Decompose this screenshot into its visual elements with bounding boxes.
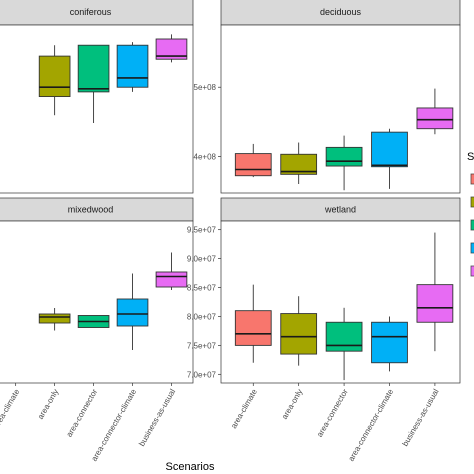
box-area-only	[280, 296, 318, 366]
y-tick-label: 5e+08	[194, 83, 217, 92]
box-iqr	[371, 131, 408, 168]
panel-title-deciduous: deciduous	[320, 7, 362, 17]
box-area-connector-climate	[371, 128, 408, 189]
box-iqr	[38, 55, 71, 98]
strip-background-coniferous	[0, 0, 194, 26]
box-iqr	[155, 38, 188, 60]
legend-swatch-area-connector	[470, 219, 474, 231]
legend-swatch-area-climate	[470, 173, 474, 185]
box-area-climate	[234, 284, 272, 363]
box-area-only	[38, 45, 71, 116]
legend-title: S	[467, 151, 474, 163]
x-axis-title: Scenarios	[166, 461, 215, 473]
y-tick-label: 9.5e+07	[187, 226, 217, 235]
plot-area-mixedwood	[0, 220, 194, 384]
box-area-connector	[77, 315, 110, 328]
boxes-mixedwood	[38, 252, 188, 350]
boxes-wetland	[234, 232, 454, 381]
box-area-connector	[325, 135, 363, 191]
box-iqr	[416, 284, 454, 323]
box-iqr	[325, 146, 363, 167]
strip-background-deciduous	[220, 0, 461, 26]
box-iqr	[371, 321, 408, 364]
y-tick-label: 7.0e+07	[187, 370, 217, 379]
box-area-connector	[325, 307, 363, 381]
box-iqr	[116, 298, 149, 327]
y-tick-label: 7.5e+07	[187, 341, 217, 350]
box-area-connector-climate	[116, 42, 149, 92]
box-iqr	[234, 310, 272, 346]
boxes-deciduous	[234, 88, 454, 191]
box-iqr	[416, 107, 454, 130]
box-iqr	[325, 321, 363, 352]
box-area-connector-climate	[116, 273, 149, 350]
legend-swatch-area-only	[470, 196, 474, 208]
panel-deciduous: deciduous 4e+08 5e+08	[194, 0, 461, 194]
box-iqr	[116, 44, 149, 88]
panel-title-coniferous: coniferous	[70, 7, 112, 17]
box-iqr	[280, 153, 318, 175]
box-iqr	[38, 313, 71, 324]
box-iqr	[155, 271, 188, 288]
y-tick-label: 9.0e+07	[187, 255, 217, 264]
y-axis-wetland: 7.0e+07 7.5e+07 8.0e+07 8.5e+07 9.0e+07 9.5e+…	[187, 226, 221, 379]
panel-coniferous: coniferous	[0, 0, 194, 194]
box-area-connector-climate	[371, 316, 408, 372]
panel-title-mixedwood: mixedwood	[68, 205, 114, 215]
box-area-only	[38, 308, 71, 331]
y-tick-label: 8.5e+07	[187, 284, 217, 293]
box-business-as-usual	[155, 34, 188, 63]
panel-title-wetland: wetland	[324, 205, 356, 215]
y-axis-deciduous: 4e+08 5e+08	[194, 83, 221, 161]
y-tick-label: 4e+08	[194, 152, 217, 161]
box-iqr	[77, 44, 110, 93]
box-business-as-usual	[416, 232, 454, 352]
legend-swatch-business-as-usual	[470, 265, 474, 277]
legend: S	[467, 151, 474, 277]
box-iqr	[234, 153, 272, 177]
box-business-as-usual	[155, 252, 188, 290]
boxes-coniferous	[38, 34, 188, 123]
box-area-only	[280, 142, 318, 185]
box-business-as-usual	[416, 88, 454, 135]
box-iqr	[280, 313, 318, 355]
legend-swatch-area-connector-climate	[470, 242, 474, 254]
box-area-climate	[234, 143, 272, 178]
legend-keys	[470, 173, 474, 277]
panel-wetland: wetland 7.0e+07 7.5e+07 8.0e+07 8.5e+07 9.0e…	[187, 197, 461, 384]
y-tick-label: 8.0e+07	[187, 312, 217, 321]
box-area-connector	[77, 44, 110, 123]
panel-mixedwood: mixedwood	[0, 197, 194, 384]
